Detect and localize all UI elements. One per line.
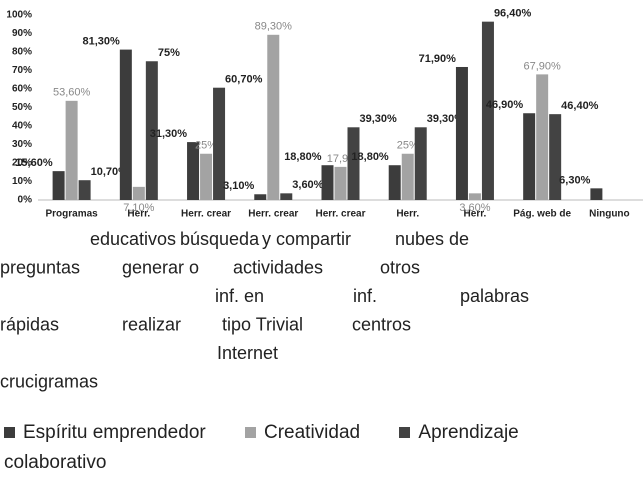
y-tick-label: 60% — [12, 84, 32, 95]
x-tick-label: Herr. crear — [181, 209, 231, 220]
bar — [321, 165, 334, 200]
y-tick-label: 30% — [12, 139, 32, 150]
data-label: 39,30% — [360, 113, 398, 125]
x-tick-label-continuation: preguntas — [0, 257, 80, 277]
data-label: 3,60% — [292, 179, 323, 191]
data-label: 3,10% — [223, 180, 254, 192]
x-tick-label-continuation: generar o — [122, 257, 199, 277]
bar — [213, 87, 226, 200]
chart: 0% 10% 20% 30% 40% 50% 60% 70% 80% 90% 100% Program… — [0, 8, 643, 391]
bar — [536, 74, 549, 200]
x-tick-label-continuation: inf. en — [215, 286, 264, 306]
x-tick-label-continuation: Internet — [217, 343, 278, 363]
data-label: 25% — [397, 140, 419, 152]
y-tick-label: 70% — [12, 65, 32, 76]
legend-label: Aprendizaje colaborativo — [4, 422, 519, 473]
x-tick-label-continuation: centros — [352, 314, 411, 334]
bar — [347, 127, 360, 200]
data-label: 6,30% — [559, 174, 590, 186]
data-label: 67,90% — [524, 60, 562, 72]
x-tick-label: Herr. — [127, 209, 150, 220]
x-tick-label-continuation: educativos — [90, 229, 176, 249]
legend-label: Espíritu emprendedor — [23, 422, 206, 443]
bar — [280, 193, 293, 200]
y-tick-label: 80% — [12, 47, 32, 58]
x-tick-label: Herr. crear — [315, 209, 365, 220]
bar — [388, 165, 401, 200]
legend-label: Creatividad — [264, 422, 361, 443]
y-tick-label: 50% — [12, 102, 32, 113]
x-tick-label: Pág. web de — [513, 209, 571, 220]
x-tick-label-continuation: nubes de — [395, 229, 469, 249]
bar — [401, 153, 414, 200]
x-tick-label-continuation: palabras — [460, 286, 529, 306]
bar — [468, 193, 481, 200]
data-label: 10,70% — [91, 166, 129, 178]
bar — [187, 142, 200, 200]
y-tick-label: 10% — [12, 176, 32, 187]
x-tick-label: Herr. — [464, 209, 487, 220]
x-tick-label-continuation: actividades — [233, 257, 323, 277]
bar — [145, 61, 158, 200]
bar — [200, 153, 213, 200]
data-label: 18,80% — [351, 151, 389, 163]
legend-item: Espíritu emprendedor — [4, 422, 206, 443]
bar — [481, 21, 494, 200]
data-label: 89,30% — [255, 21, 293, 33]
x-tick-label: Herr. — [396, 209, 419, 220]
data-label: 17,90 — [327, 153, 355, 165]
legend-swatch — [399, 427, 411, 438]
data-label: 46,40% — [561, 100, 599, 112]
bar — [52, 171, 65, 200]
x-tick-label-continuation: y compartir — [262, 229, 351, 249]
bar — [414, 127, 427, 200]
x-tick-label-continuation: realizar — [122, 314, 181, 334]
data-label: 96,40% — [494, 8, 532, 20]
data-label: 71,90% — [419, 53, 457, 65]
bar — [523, 113, 536, 200]
x-tick-label-continuation: inf. — [353, 286, 377, 306]
bar — [590, 188, 603, 200]
data-label: 53,60% — [53, 87, 91, 99]
data-label: 31,30% — [150, 128, 188, 140]
x-tick-label: Programas — [45, 209, 98, 220]
x-tick-label-continuation: tipo Trivial — [222, 314, 303, 334]
legend-swatch — [4, 427, 15, 438]
data-label: 25% — [195, 140, 217, 152]
x-tick-label: Herr. crear — [248, 209, 298, 220]
data-label: 7,10% — [123, 202, 154, 214]
bar — [267, 34, 280, 200]
data-label: 81,30% — [83, 36, 121, 48]
y-tick-label: 40% — [12, 121, 32, 132]
y-tick-label: 90% — [12, 28, 32, 39]
legend-item: Aprendizaje colaborativo — [4, 422, 519, 473]
data-label: 60,70% — [225, 74, 263, 86]
y-tick-label: 0% — [18, 195, 33, 206]
data-label: 18,80% — [284, 151, 322, 163]
y-tick-label: 20% — [12, 158, 32, 169]
bar — [254, 194, 267, 200]
bar — [455, 66, 468, 200]
legend: Espíritu emprendedor Creatividad Aprendi… — [4, 418, 604, 478]
x-tick-label: Ninguno — [589, 209, 630, 220]
data-label: 75% — [158, 47, 180, 59]
x-tick-label-continuation: rápidas — [0, 314, 59, 334]
data-label: 3,60% — [459, 202, 490, 214]
bar — [334, 166, 347, 200]
bar — [65, 100, 78, 200]
bar — [549, 114, 562, 200]
data-label: 46,90% — [486, 99, 524, 111]
bar — [78, 180, 91, 200]
legend-item: Creatividad — [245, 422, 360, 443]
bar — [132, 186, 145, 200]
y-tick-label: 100% — [6, 10, 32, 21]
legend-swatch — [245, 427, 256, 438]
data-label: 15,60% — [15, 157, 53, 169]
x-tick-label-continuation: búsqueda — [180, 229, 260, 249]
x-tick-label-continuation: crucigramas — [0, 371, 98, 391]
bar — [119, 49, 132, 200]
x-tick-label-continuation: otros — [380, 257, 420, 277]
data-label: 39,30% — [427, 113, 465, 125]
